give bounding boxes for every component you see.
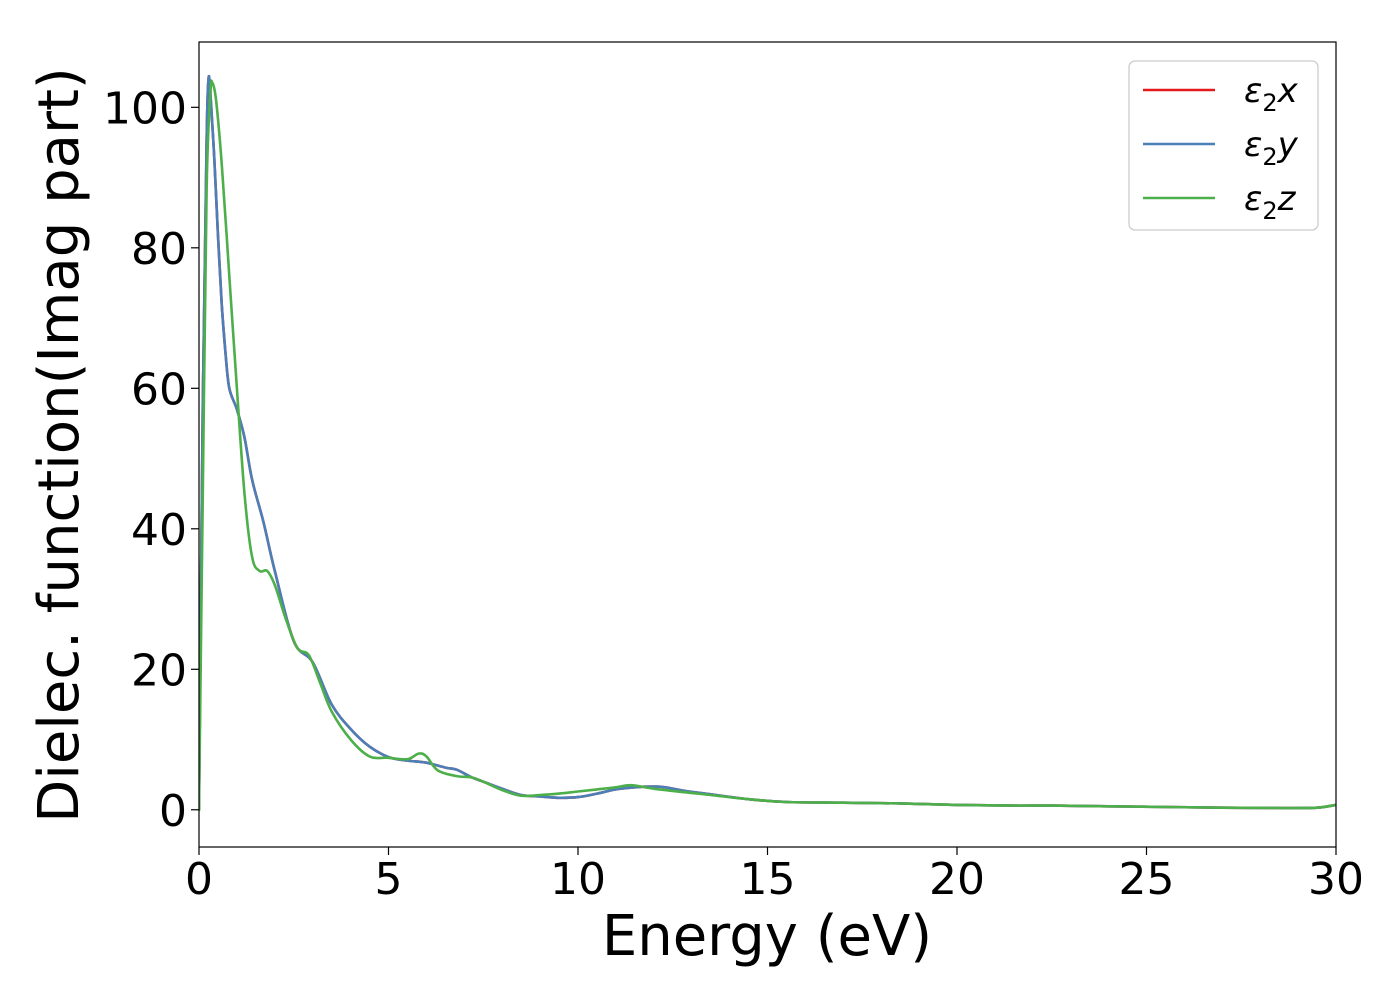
legend-label-x: ε2x [1244,71,1299,117]
x-axis: 0 5 10 15 20 25 30 [185,847,1364,905]
y-tick-label: 100 [103,83,187,134]
legend: ε2x ε2y ε2z [1128,60,1319,231]
y-tick-label: 0 [159,786,187,837]
x-tick-label: 20 [929,854,985,905]
y-tick-label: 80 [131,224,187,275]
y-tick-label: 60 [131,364,187,415]
y-tick-label: 20 [131,645,187,696]
legend-label-y: ε2y [1244,125,1299,171]
y-tick-label: 40 [131,505,187,556]
legend-label-z: ε2z [1244,179,1297,225]
x-tick-label: 0 [185,854,213,905]
series-layer [199,74,1336,812]
series-line-z [199,79,1336,812]
x-tick-label: 10 [550,854,606,905]
x-tick-label: 30 [1308,854,1364,905]
y-axis: 0 20 40 60 80 100 [103,83,199,837]
x-tick-label: 15 [740,854,796,905]
y-axis-title: Dielec. function(Imag part) [27,67,92,823]
x-tick-label: 5 [375,854,403,905]
x-tick-label: 25 [1119,854,1175,905]
x-axis-title: Energy (eV) [602,904,932,969]
legend-box [1128,60,1319,231]
